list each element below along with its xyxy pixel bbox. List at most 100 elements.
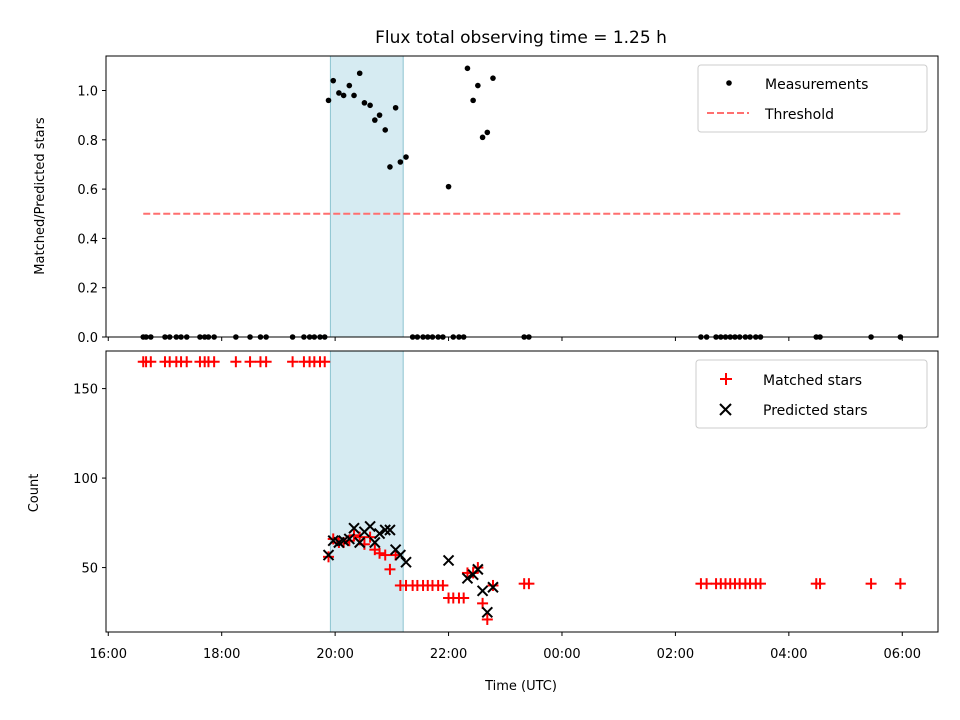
x-tick-label: 00:00 — [543, 647, 580, 662]
measurement-point — [479, 134, 486, 141]
measurement-point — [325, 97, 332, 104]
matched-star-point — [701, 578, 713, 590]
measurement-point — [336, 90, 342, 96]
matched-star-point — [287, 356, 299, 368]
x-tick-label: 06:00 — [884, 647, 921, 662]
matched-star-point — [379, 549, 391, 561]
y-tick-label: 0.0 — [77, 331, 98, 346]
y-tick-label: 1.0 — [77, 85, 98, 100]
x-tick-label: 04:00 — [770, 647, 807, 662]
measurement-point — [392, 104, 399, 111]
shaded-interval-bottom — [329, 350, 404, 633]
measurement-point — [464, 65, 471, 72]
legend-measurements-label: Measurements — [765, 77, 868, 93]
bottom-x-ticks: 16:00 18:00 20:00 22:00 00:00 02:00 04:00 06:00 — [90, 632, 921, 662]
panel-top-ratio: 0.0 0.2 0.4 0.6 0.8 1.0 Matched/Predicted sta… — [33, 55, 939, 346]
matched-star-point — [374, 547, 386, 559]
predicted-star-point — [322, 549, 335, 561]
measurement-point — [372, 117, 378, 123]
predicted-star-point — [379, 524, 391, 536]
measurement-point — [445, 183, 452, 190]
matched-star-point — [754, 578, 766, 590]
legend-predicted-label: Predicted stars — [763, 403, 868, 419]
matched-star-point — [523, 578, 535, 590]
bottom-y-axis-label: Count — [27, 474, 42, 513]
matched-star-point — [894, 578, 906, 590]
measurement-point — [346, 82, 353, 89]
measurement-point — [470, 97, 476, 104]
legend-matched-label: Matched stars — [763, 373, 862, 389]
matched-star-point — [354, 531, 366, 543]
panel-bottom-counts: 50 100 150 16:00 18:00 20:00 22:00 00:00 02:00 0… — [27, 350, 939, 694]
matched-star-point — [208, 356, 220, 368]
matched-star-point — [481, 613, 493, 625]
x-tick-label: 20:00 — [316, 647, 353, 662]
matched-star-point — [437, 579, 449, 591]
measurement-point — [356, 70, 363, 77]
legend-measurements-marker — [726, 80, 732, 86]
predicted-star-point — [343, 533, 356, 545]
y-tick-label: 50 — [81, 562, 98, 577]
top-legend: Measurements Threshold — [697, 64, 928, 133]
top-y-ticks: 0.0 0.2 0.4 0.6 0.8 1.0 — [77, 85, 106, 346]
y-tick-label: 0.4 — [77, 232, 98, 247]
measurement-point — [351, 92, 357, 99]
bottom-y-ticks: 50 100 150 — [73, 383, 106, 577]
matched-star-point — [230, 356, 242, 368]
top-x-ticks — [107, 337, 903, 341]
predicted-star-point — [487, 581, 499, 593]
predicted-star-point — [348, 522, 360, 534]
measurement-point — [484, 129, 491, 136]
measurement-point — [376, 112, 383, 118]
y-tick-label: 0.2 — [77, 282, 98, 297]
x-axis-label: Time (UTC) — [484, 679, 557, 694]
measurement-point — [330, 77, 337, 84]
measurement-point — [397, 159, 404, 165]
bottom-axes-frame — [105, 350, 939, 633]
matched-star-point — [319, 356, 331, 368]
matched-star-point — [343, 535, 355, 547]
matched-star-point — [260, 356, 272, 368]
y-tick-label: 100 — [73, 472, 98, 487]
y-tick-label: 0.6 — [77, 183, 98, 198]
predicted-star-point — [353, 536, 366, 549]
matched-star-point — [244, 356, 256, 368]
matched-star-point — [384, 563, 396, 575]
matched-star-point — [477, 597, 489, 609]
measurement-point — [361, 100, 368, 106]
matched-star-point — [323, 551, 335, 563]
legend-threshold-label: Threshold — [764, 107, 834, 123]
top-y-axis-label: Matched/Predicted stars — [33, 117, 48, 275]
measurement-point — [340, 92, 347, 99]
top-axes-frame — [105, 55, 939, 338]
predicted-star-point — [481, 606, 494, 619]
predicted-star-point — [461, 572, 474, 585]
y-tick-label: 0.8 — [77, 134, 98, 149]
x-tick-label: 22:00 — [430, 647, 467, 662]
matched-star-point — [487, 579, 499, 591]
predicted-star-point — [373, 527, 386, 540]
matched-star-point — [814, 578, 826, 590]
measurement-point — [367, 102, 373, 109]
predicted-star-point — [369, 536, 381, 549]
measurement-point — [382, 127, 389, 133]
measurement-point — [387, 164, 393, 170]
x-tick-label: 02:00 — [657, 647, 694, 662]
measurement-point — [403, 154, 409, 160]
measurement-point — [475, 82, 481, 89]
y-tick-label: 150 — [73, 383, 98, 398]
matched-star-point — [865, 578, 877, 590]
matched-star-point — [327, 533, 339, 545]
matched-star-point — [145, 356, 157, 368]
predicted-star-point — [400, 556, 412, 568]
predicted-star-point — [442, 554, 455, 567]
predicted-star-point — [472, 563, 484, 576]
shaded-interval-top — [329, 55, 404, 338]
predicted-star-point — [394, 549, 407, 561]
measurement-point — [490, 75, 496, 81]
legend-predicted-marker — [719, 403, 732, 416]
matched-star-point — [364, 531, 376, 543]
x-tick-label: 18:00 — [203, 647, 240, 662]
x-tick-label: 16:00 — [90, 647, 127, 662]
